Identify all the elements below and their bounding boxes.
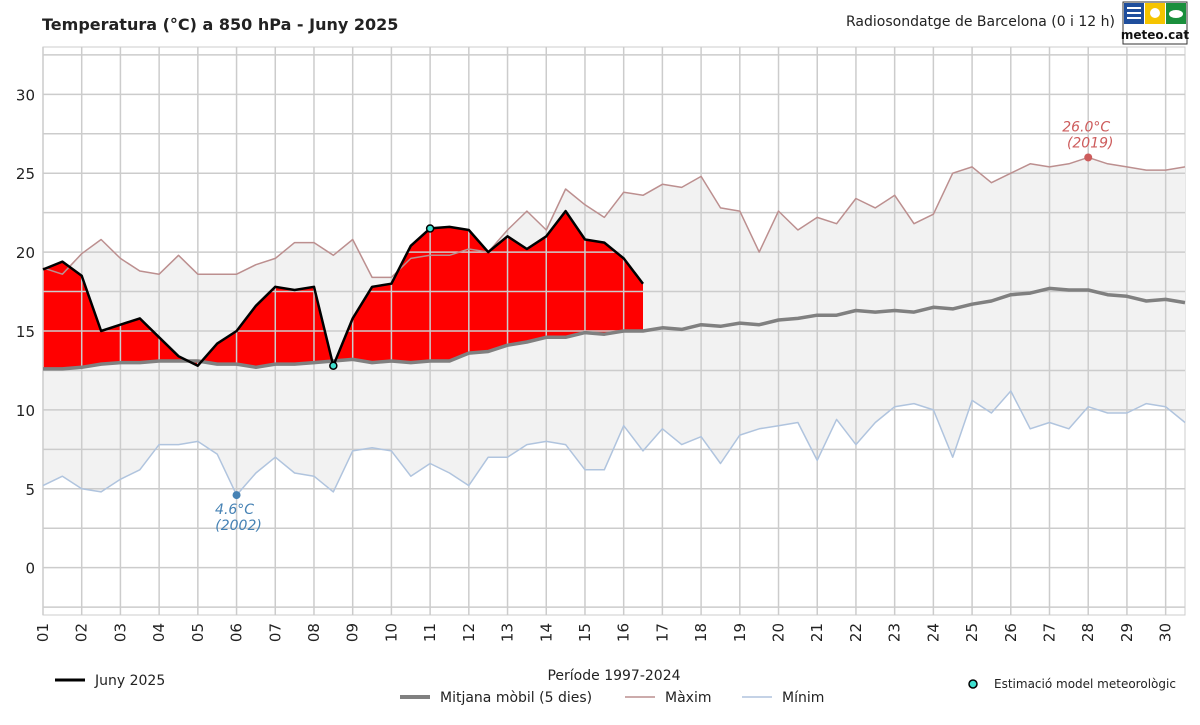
x-tick-label: 22 xyxy=(847,623,865,642)
y-tick-label: 30 xyxy=(16,86,35,104)
x-tick-label: 08 xyxy=(305,623,323,642)
record-value-label: 4.6°C xyxy=(215,502,254,518)
model-estimate-point xyxy=(329,361,338,370)
x-tick-label: 16 xyxy=(615,623,633,642)
legend: Juny 2025 Període 1997-2024 Mitjana mòbi… xyxy=(55,668,1176,706)
plot-area xyxy=(42,46,1186,616)
grid xyxy=(42,47,1185,615)
record-point xyxy=(1084,153,1093,162)
y-axis: 0 5 10 15 20 25 30 xyxy=(16,86,35,577)
legend-label-mean: Mitjana mòbil (5 dies) xyxy=(440,690,592,706)
x-tick-label: 06 xyxy=(228,623,246,642)
legend-label-model: Estimació model meteorològic xyxy=(994,677,1176,691)
logo-text: meteo.cat xyxy=(1121,28,1190,42)
x-tick-label: 30 xyxy=(1157,623,1175,642)
x-tick-label: 20 xyxy=(770,623,788,642)
record-value-label: 26.0°C xyxy=(1062,119,1110,135)
record-year-label: (2019) xyxy=(1067,135,1114,151)
x-tick-label: 29 xyxy=(1118,623,1136,642)
x-tick-label: 24 xyxy=(924,623,942,642)
legend-swatch-model xyxy=(968,679,978,689)
series-line-max xyxy=(42,156,1186,279)
chart-title: Temperatura (°C) a 850 hPa - Juny 2025 xyxy=(42,15,398,34)
legend-period-title: Període 1997-2024 xyxy=(547,668,680,684)
series-line-min xyxy=(42,390,1186,496)
x-axis: 01 02 03 04 05 06 07 08 09 10 11 12 13 14 15 16 17 18 19 20… xyxy=(34,623,1175,642)
x-tick-label: 02 xyxy=(73,623,91,642)
y-tick-label: 25 xyxy=(16,165,35,183)
legend-label-june: Juny 2025 xyxy=(94,673,165,689)
record-point xyxy=(232,491,241,500)
x-tick-label: 26 xyxy=(1002,623,1020,642)
y-tick-label: 5 xyxy=(25,481,35,499)
x-tick-label: 18 xyxy=(692,623,710,642)
anomaly-area xyxy=(43,211,643,369)
x-tick-label: 04 xyxy=(150,623,168,642)
x-tick-label: 17 xyxy=(653,623,671,642)
x-tick-label: 05 xyxy=(189,623,207,642)
series-lines xyxy=(42,156,1186,496)
x-tick-label: 09 xyxy=(344,623,362,642)
chart-subtitle: Radiosondatge de Barcelona (0 i 12 h) xyxy=(846,14,1115,30)
y-tick-label: 10 xyxy=(16,402,35,420)
x-tick-label: 13 xyxy=(499,623,517,642)
sun-icon xyxy=(1150,8,1160,18)
x-tick-label: 10 xyxy=(382,623,400,642)
x-tick-label: 03 xyxy=(111,623,129,642)
x-tick-label: 07 xyxy=(266,623,284,642)
model-estimate-point xyxy=(425,224,435,233)
x-tick-label: 28 xyxy=(1079,623,1097,642)
legend-label-min: Mínim xyxy=(782,690,824,706)
x-tick-label: 21 xyxy=(808,623,826,642)
x-tick-label: 15 xyxy=(576,623,594,642)
cloud-icon xyxy=(1169,10,1183,18)
y-tick-label: 20 xyxy=(16,244,35,262)
x-tick-label: 19 xyxy=(731,623,749,642)
x-tick-label: 12 xyxy=(460,623,478,642)
record-year-label: (2002) xyxy=(215,518,262,534)
x-tick-label: 14 xyxy=(537,623,555,642)
anomaly-fill xyxy=(43,211,643,369)
x-tick-label: 01 xyxy=(34,623,52,642)
meteocat-logo: meteo.cat xyxy=(1121,1,1190,45)
y-tick-label: 0 xyxy=(25,560,35,578)
markers xyxy=(329,224,435,370)
series-line-june-2025 xyxy=(42,209,644,367)
x-tick-label: 27 xyxy=(1041,623,1059,642)
series-line-mean xyxy=(43,286,1186,371)
annotations: 26.0°C(2019) 4.6°C(2002) xyxy=(215,119,1113,534)
y-tick-label: 15 xyxy=(16,323,35,341)
x-tick-label: 25 xyxy=(963,623,981,642)
x-tick-label: 11 xyxy=(421,623,439,642)
x-tick-label: 23 xyxy=(886,623,904,642)
legend-label-max: Màxim xyxy=(665,690,711,706)
